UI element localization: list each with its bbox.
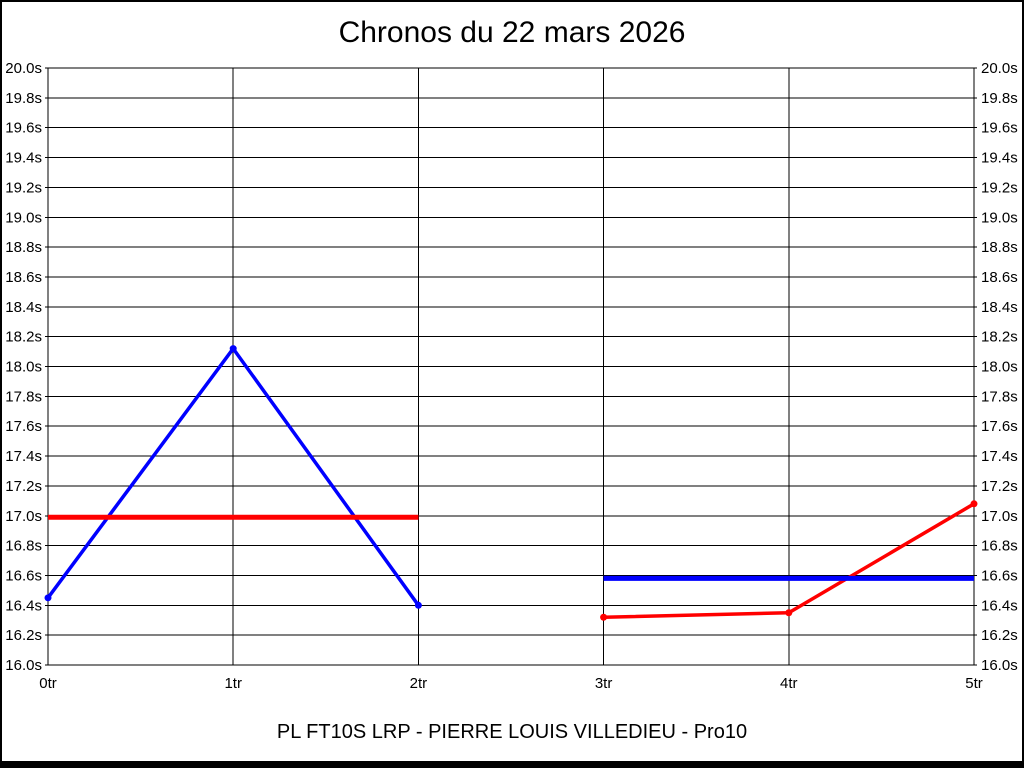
y-tick-label-right: 19.6s: [981, 120, 1018, 137]
y-tick-label-left: 16.4s: [5, 597, 42, 614]
y-tick-label-right: 17.6s: [981, 418, 1018, 435]
x-tick-label: 1tr: [224, 675, 242, 692]
y-tick-label-left: 19.8s: [5, 90, 42, 107]
y-tick-label-right: 16.0s: [981, 657, 1018, 674]
y-tick-label-right: 18.0s: [981, 359, 1018, 376]
y-tick-label-left: 18.2s: [5, 329, 42, 346]
y-tick-label-right: 19.0s: [981, 209, 1018, 226]
y-tick-label-left: 19.2s: [5, 179, 42, 196]
y-tick-label-left: 17.0s: [5, 508, 42, 525]
y-tick-label-right: 16.8s: [981, 538, 1018, 555]
y-tick-label-right: 19.2s: [981, 179, 1018, 196]
y-tick-label-left: 20.0s: [5, 60, 42, 77]
marker-lap-times-run-1: [229, 345, 237, 353]
y-tick-label-left: 16.6s: [5, 567, 42, 584]
y-tick-label-left: 17.6s: [5, 418, 42, 435]
y-tick-label-right: 19.8s: [981, 90, 1018, 107]
y-tick-label-left: 18.4s: [5, 299, 42, 316]
marker-lap-times-run-2: [785, 609, 793, 617]
y-tick-label-right: 16.6s: [981, 567, 1018, 584]
chart-title: Chronos du 22 mars 2026: [338, 16, 686, 49]
y-tick-label-right: 20.0s: [981, 60, 1018, 77]
marker-lap-times-run-2: [600, 613, 608, 621]
marker-lap-times-run-1: [414, 601, 422, 609]
y-tick-label-left: 19.0s: [5, 209, 42, 226]
y-tick-label-right: 17.0s: [981, 508, 1018, 525]
y-tick-label-left: 18.0s: [5, 359, 42, 376]
x-tick-label: 0tr: [39, 675, 57, 692]
marker-lap-times-run-2: [970, 500, 978, 508]
x-tick-label: 4tr: [780, 675, 798, 692]
y-tick-label-right: 17.8s: [981, 388, 1018, 405]
y-tick-label-left: 18.8s: [5, 239, 42, 256]
x-tick-label: 2tr: [410, 675, 428, 692]
y-tick-label-right: 18.8s: [981, 239, 1018, 256]
y-tick-label-left: 18.6s: [5, 269, 42, 286]
bottom-bar: [0, 761, 1024, 768]
y-tick-label-left: 17.4s: [5, 448, 42, 465]
driver-session-label: PL FT10S LRP - PIERRE LOUIS VILLEDIEU - …: [276, 721, 748, 743]
x-tick-label: 3tr: [595, 675, 613, 692]
y-tick-label-right: 19.4s: [981, 150, 1018, 167]
y-tick-label-right: 18.6s: [981, 269, 1018, 286]
y-tick-label-left: 19.4s: [5, 150, 42, 167]
y-tick-label-left: 16.2s: [5, 627, 42, 644]
y-tick-label-left: 16.8s: [5, 538, 42, 555]
y-tick-label-right: 16.4s: [981, 597, 1018, 614]
y-tick-label-left: 17.2s: [5, 478, 42, 495]
y-tick-label-right: 17.4s: [981, 448, 1018, 465]
y-tick-label-right: 17.2s: [981, 478, 1018, 495]
y-tick-label-right: 18.4s: [981, 299, 1018, 316]
y-tick-label-left: 16.0s: [5, 657, 42, 674]
y-tick-label-right: 18.2s: [981, 329, 1018, 346]
x-tick-label: 5tr: [965, 675, 983, 692]
y-tick-label-left: 19.6s: [5, 120, 42, 137]
y-tick-label-left: 17.8s: [5, 388, 42, 405]
y-tick-label-right: 16.2s: [981, 627, 1018, 644]
marker-lap-times-run-1: [44, 594, 52, 602]
